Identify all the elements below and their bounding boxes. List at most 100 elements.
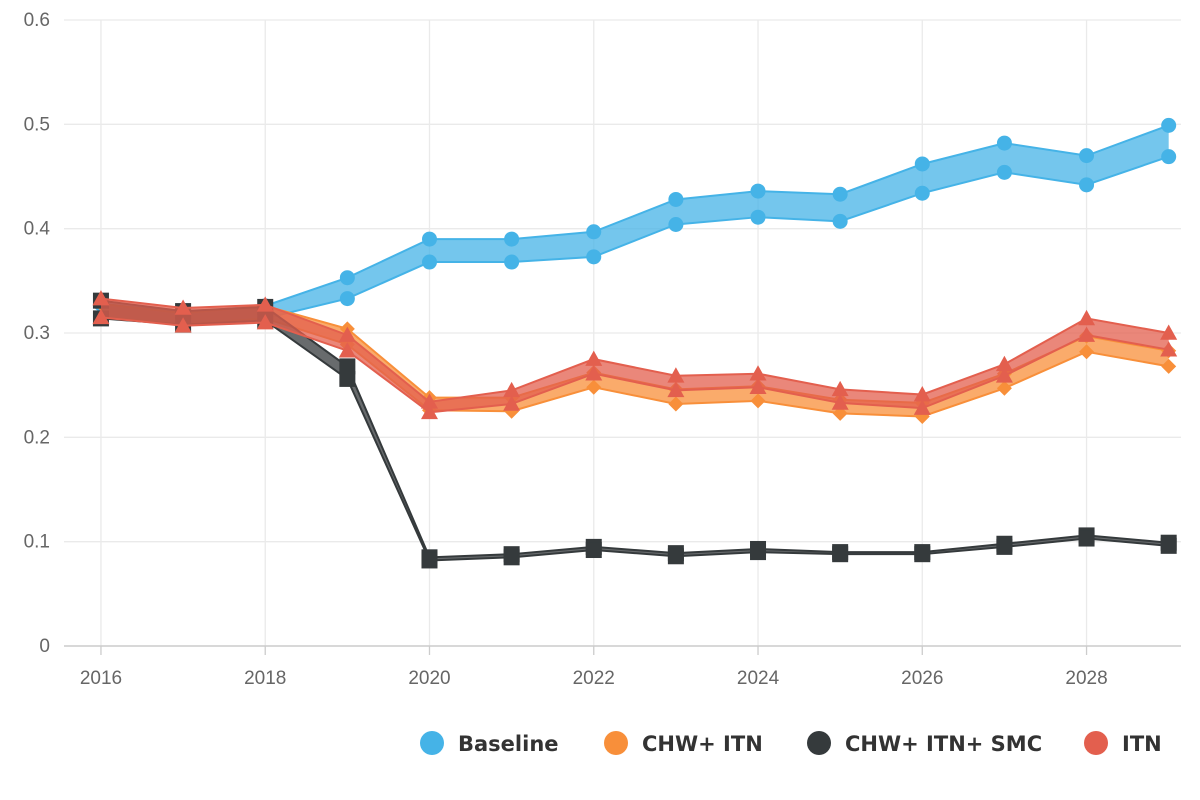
data-point-upper xyxy=(996,135,1012,151)
x-tick-label: 2026 xyxy=(901,668,943,689)
data-point-lower xyxy=(831,394,849,410)
data-point-upper xyxy=(586,224,602,240)
x-tick-label: 2018 xyxy=(244,668,286,689)
series-lower-line xyxy=(100,317,1169,562)
x-tick-label: 2028 xyxy=(1065,668,1107,689)
series-upper-line xyxy=(100,299,1169,559)
legend-label: ITN xyxy=(1122,732,1162,756)
data-point-upper xyxy=(668,191,684,207)
series-itn xyxy=(92,290,1178,420)
series-upper-line xyxy=(100,297,1169,403)
series-band xyxy=(100,125,1169,324)
data-point-upper xyxy=(1078,309,1096,326)
data-point-lower xyxy=(503,549,520,566)
legend-label: Baseline xyxy=(458,732,559,756)
data-point-upper xyxy=(503,381,521,398)
axes: 0 0.1 0.2 0.3 0.4 0.5 0.6 2016 2018 2020 2022 2024 2… xyxy=(24,10,1181,689)
legend-marker xyxy=(807,731,831,755)
data-point-lower xyxy=(749,378,767,395)
data-point-upper xyxy=(913,386,931,402)
legend-marker xyxy=(604,731,628,755)
data-point-upper xyxy=(338,326,356,342)
data-point-upper xyxy=(832,186,848,202)
data-point-lower xyxy=(92,308,110,325)
data-point-lower xyxy=(914,185,930,201)
y-tick-label: 0.2 xyxy=(24,427,50,448)
legend-label: CHW+ ITN+ SMC xyxy=(845,732,1042,756)
plot-area xyxy=(92,117,1178,569)
data-point-upper xyxy=(749,365,767,381)
legend-item-chw-itn-smc: CHW+ ITN+ SMC xyxy=(807,731,1042,756)
data-point-lower xyxy=(586,379,602,395)
series-band xyxy=(100,300,1169,561)
legend-marker xyxy=(1084,731,1108,755)
data-point-lower xyxy=(1079,177,1095,193)
legend-item-chw-itn: CHW+ ITN xyxy=(604,731,763,756)
data-point-lower xyxy=(585,365,603,381)
data-point-upper xyxy=(256,296,274,312)
y-tick-label: 0 xyxy=(39,636,50,657)
y-tick-label: 0.3 xyxy=(24,323,50,344)
data-point-upper xyxy=(995,355,1013,372)
data-point-upper xyxy=(914,156,930,172)
data-point-lower xyxy=(339,291,355,307)
legend-marker xyxy=(420,731,444,755)
data-point-lower xyxy=(174,317,192,333)
y-tick-label: 0.1 xyxy=(24,532,50,553)
x-tick-label: 2022 xyxy=(573,668,615,689)
data-point-upper xyxy=(339,270,355,286)
series-lower-line xyxy=(100,155,1170,325)
series-upper-line xyxy=(100,124,1170,314)
data-point-upper xyxy=(421,231,437,247)
data-point-upper xyxy=(831,380,849,397)
data-point-lower xyxy=(1160,537,1177,554)
x-tick-label: 2016 xyxy=(80,668,122,689)
data-point-lower xyxy=(503,395,521,411)
data-point-lower xyxy=(1078,530,1095,547)
data-point-lower xyxy=(1161,149,1177,165)
y-tick-label: 0.5 xyxy=(24,114,50,135)
data-point-lower xyxy=(586,249,602,265)
data-point-lower xyxy=(667,381,685,398)
data-point-upper xyxy=(1161,117,1177,133)
data-point-lower xyxy=(1079,344,1095,360)
legend-item-baseline: Baseline xyxy=(420,731,559,756)
data-point-lower xyxy=(750,209,766,225)
data-point-upper xyxy=(750,183,766,199)
series-band xyxy=(100,298,1169,413)
data-point-upper xyxy=(1160,324,1178,340)
data-point-lower xyxy=(750,544,767,561)
x-tick-label: 2020 xyxy=(408,668,450,689)
data-point-lower xyxy=(256,314,274,330)
data-point-lower xyxy=(913,399,931,415)
data-point-lower xyxy=(667,548,684,565)
legend: Baseline CHW+ ITN CHW+ ITN+ SMC ITN xyxy=(420,731,1162,756)
legend-item-itn: ITN xyxy=(1084,731,1162,756)
x-tick-label: 2024 xyxy=(737,668,780,689)
data-point-lower xyxy=(339,370,356,387)
data-point-lower xyxy=(668,396,684,412)
data-point-lower xyxy=(914,546,931,563)
data-point-lower xyxy=(1078,326,1096,342)
series-chw-itn-smc xyxy=(92,292,1177,569)
data-point-upper xyxy=(504,231,520,247)
data-point-lower xyxy=(750,393,766,409)
data-point-lower xyxy=(585,542,602,559)
data-point-upper xyxy=(92,290,110,306)
data-point-lower xyxy=(338,342,356,358)
data-point-lower xyxy=(996,380,1012,396)
y-tick-label: 0.6 xyxy=(24,10,50,31)
data-point-lower xyxy=(996,164,1012,180)
data-point-lower xyxy=(832,213,848,229)
y-tick-label: 0.4 xyxy=(24,219,51,240)
data-point-lower xyxy=(832,546,849,563)
data-point-upper xyxy=(1079,148,1095,164)
data-point-lower xyxy=(504,254,520,270)
data-point-lower xyxy=(1161,358,1177,374)
data-point-lower xyxy=(668,216,684,232)
data-point-upper xyxy=(667,367,685,383)
series-baseline xyxy=(93,117,1177,332)
data-point-lower xyxy=(420,403,438,420)
data-point-lower xyxy=(421,254,437,270)
